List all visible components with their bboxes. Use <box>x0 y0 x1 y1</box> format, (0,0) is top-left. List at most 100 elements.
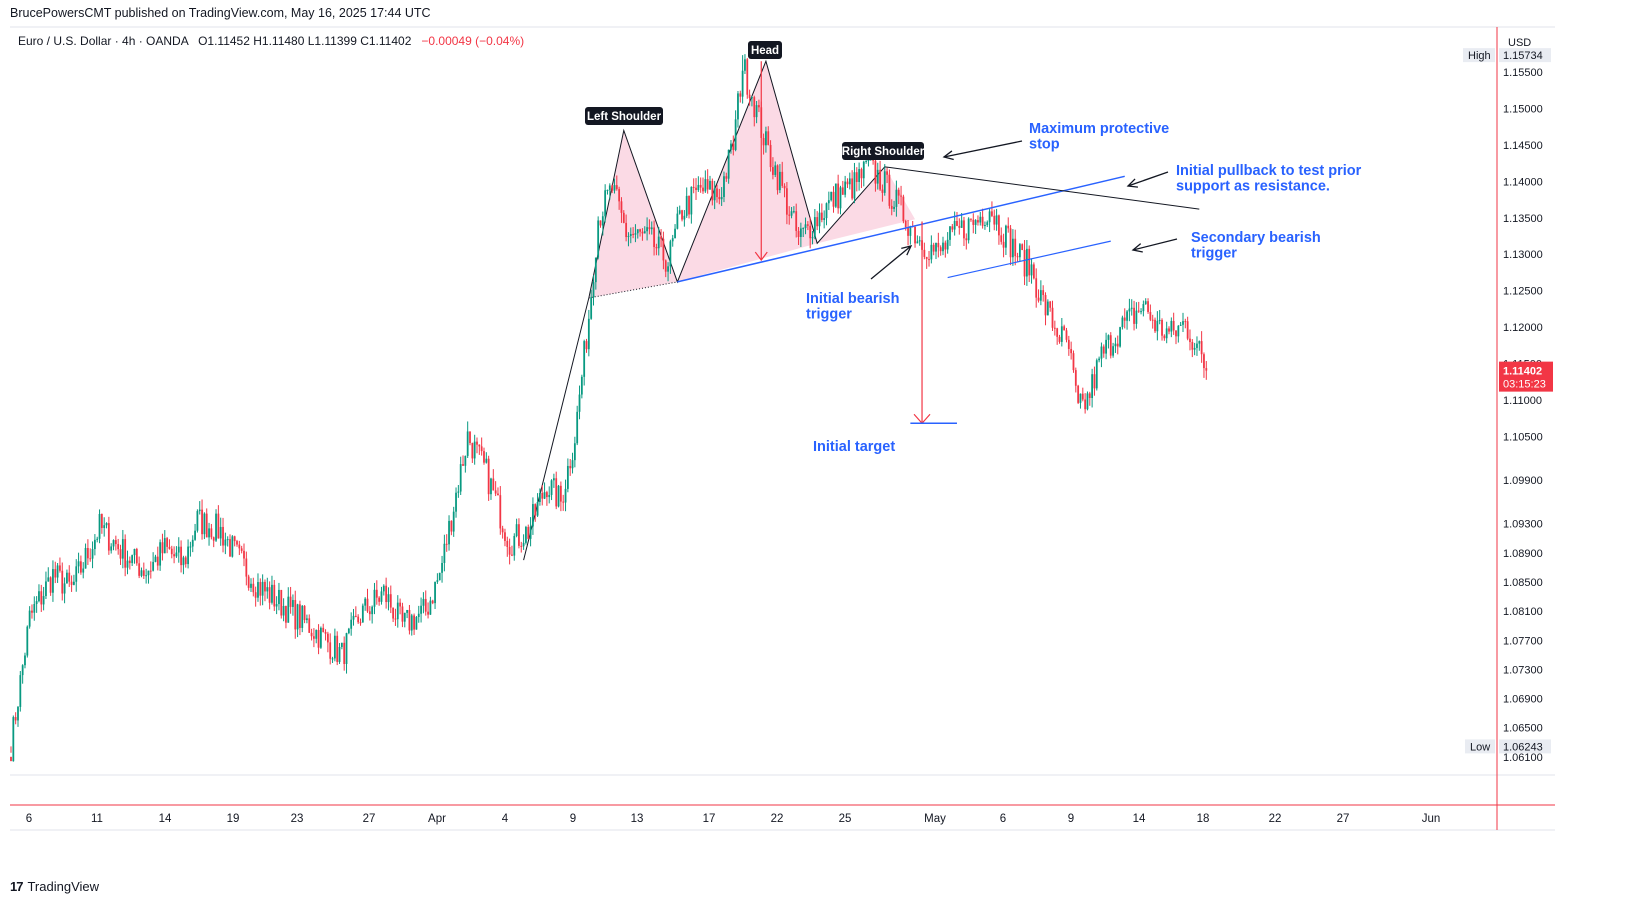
candle-body <box>1158 319 1161 321</box>
candle <box>776 164 779 195</box>
candle-body <box>215 513 217 541</box>
candle <box>713 180 716 210</box>
candle <box>751 96 753 107</box>
candle-body <box>860 169 863 179</box>
candle-body <box>615 185 618 190</box>
candle-body <box>1102 346 1105 354</box>
candle <box>1196 336 1198 356</box>
candle <box>518 518 520 549</box>
candle-body <box>676 213 679 229</box>
candle <box>1100 342 1103 368</box>
candle <box>80 555 82 575</box>
candle-body <box>1072 353 1075 371</box>
candle <box>478 444 481 455</box>
candle-body <box>103 525 106 529</box>
candle <box>909 225 912 245</box>
candle <box>499 486 502 535</box>
candle-body <box>893 206 895 209</box>
candle <box>1035 268 1038 308</box>
candle <box>252 577 255 597</box>
candle <box>1053 320 1056 336</box>
candle-body <box>91 549 94 559</box>
max-stop-note-line: stop <box>1029 137 1060 153</box>
candle-body <box>613 185 616 191</box>
candle-body <box>706 179 709 190</box>
candle <box>634 224 637 243</box>
tradingview-brand[interactable]: 17 TradingView <box>10 879 99 894</box>
symbol-name[interactable]: Euro / U.S. Dollar · 4h · OANDA <box>18 34 189 48</box>
candle-body <box>552 478 555 481</box>
candle-body <box>287 596 290 623</box>
candle <box>364 597 367 611</box>
price-axis[interactable]: USD 1.15500 1.15000 1.14500 1.14000 1.13500 1.… <box>1463 37 1553 764</box>
candle-body <box>660 236 662 239</box>
candle-body <box>59 565 61 571</box>
candle <box>245 551 248 586</box>
candle-body <box>874 160 877 184</box>
candle <box>767 126 770 146</box>
price-tick-label: 1.13000 <box>1503 249 1543 261</box>
candle-body <box>557 485 560 507</box>
candle-body <box>490 478 492 495</box>
candle-body <box>1179 324 1182 326</box>
candle <box>949 226 951 246</box>
candle-body <box>494 490 497 494</box>
candle <box>208 522 210 546</box>
candle-body <box>163 538 166 554</box>
candle <box>494 481 497 497</box>
candle <box>443 534 446 572</box>
candle <box>1002 233 1005 258</box>
candle <box>550 479 553 501</box>
candle-body <box>112 540 115 547</box>
candle-body <box>671 238 674 242</box>
candle-body <box>785 188 788 215</box>
candle-body <box>578 394 581 412</box>
candle <box>471 442 474 463</box>
candle <box>333 628 336 662</box>
candle <box>676 206 679 230</box>
candle <box>497 487 499 496</box>
candle <box>128 556 131 570</box>
candle-body <box>170 548 173 555</box>
candle <box>233 535 236 547</box>
candle <box>42 586 45 611</box>
candle-body <box>154 556 157 562</box>
candle-body <box>998 215 1000 236</box>
candle-body <box>783 185 786 189</box>
candle <box>1039 280 1042 306</box>
candle <box>135 547 138 566</box>
time-axis[interactable]: 6 11 14 19 23 27 Apr 4 9 13 17 22 25 May 6 9 14 18 22 27 Jun <box>26 813 1440 825</box>
candle-body <box>243 550 245 559</box>
candle-body <box>690 186 693 215</box>
candle-body <box>422 598 425 606</box>
candle-body <box>1053 327 1056 329</box>
candle-body <box>352 615 355 620</box>
candle-body <box>650 227 653 230</box>
candle-body <box>431 600 434 604</box>
candle-body <box>965 238 968 241</box>
candle-body <box>751 97 753 99</box>
candle <box>149 561 152 579</box>
candle-body <box>744 59 746 71</box>
candle <box>681 209 683 222</box>
candle <box>1098 356 1101 363</box>
candle-body <box>389 594 392 608</box>
candle-body <box>704 179 707 192</box>
candle-body <box>753 97 756 118</box>
candle <box>410 613 413 636</box>
candle-body <box>655 247 658 249</box>
candle-body <box>254 592 257 598</box>
candle-body <box>448 520 450 545</box>
candle-body <box>189 546 192 548</box>
candle <box>1119 326 1121 348</box>
candle <box>755 100 758 124</box>
candle-body <box>21 665 24 676</box>
candle-body <box>124 539 127 568</box>
candle <box>566 458 569 493</box>
candle <box>904 219 907 231</box>
candle-body <box>534 504 537 516</box>
candle <box>946 232 949 254</box>
candle <box>38 584 40 603</box>
